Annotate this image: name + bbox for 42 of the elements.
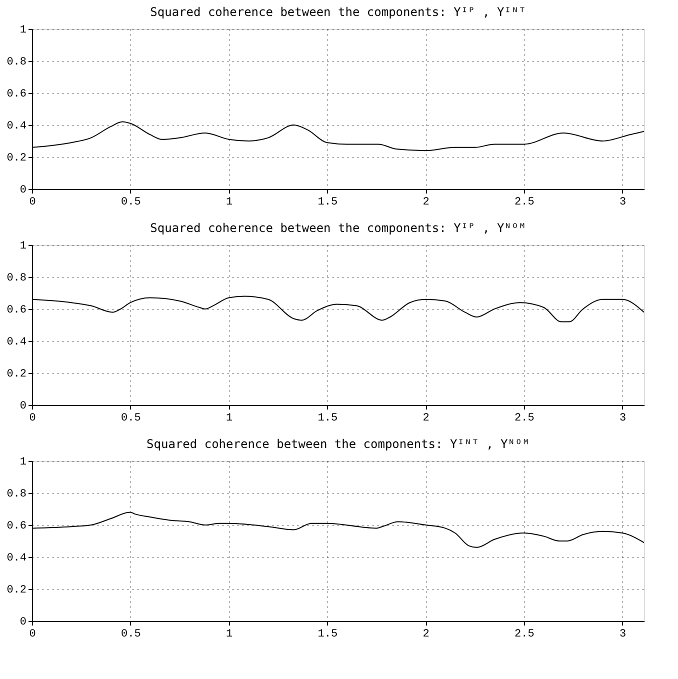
y-tick-label: 1 [20,240,27,252]
x-tick-label: 1.5 [318,628,338,640]
y-tick-label: 0.6 [6,520,26,532]
x-tick-label: 1 [226,412,233,424]
x-tick-label: 1 [226,196,233,208]
x-tick-label: 1 [226,628,233,640]
y-tick-label: 0.4 [6,120,27,132]
y-tick-label: 0.8 [6,488,26,500]
y-tick-label: 0.4 [6,336,27,348]
x-tick-label: 2.5 [514,412,534,424]
y-tick-label: 0.2 [6,152,26,164]
x-tick-label: 2 [422,628,430,640]
x-tick-label: 0 [29,196,36,208]
x-tick-label: 0 [29,412,36,424]
x-tick-label: 3 [620,196,626,208]
x-tick-label: 0 [29,628,36,640]
chart-title: Squared coherence between the components: Yᴵᴾ , Yᴺᴼᴹ [150,221,526,235]
x-tick-label: 3 [620,412,626,424]
y-tick-label: 0.6 [6,88,26,100]
y-tick-label: 0.8 [6,56,26,68]
chart-title: Squared coherence between the components: Yᴵᴾ , Yᴵᴺᵀ [150,5,526,19]
x-tick-label: 3 [620,628,626,640]
x-tick-label: 0.5 [120,628,141,640]
y-tick-label: 1 [20,456,27,468]
y-tick-label: 1 [20,24,27,36]
x-tick-label: 2.5 [514,628,534,640]
y-tick-label: 0.2 [6,368,26,380]
y-tick-label: 0 [20,184,26,196]
y-tick-label: 0.6 [6,304,26,316]
y-tick-label: 0.2 [6,584,26,596]
chart-title: Squared coherence between the components: Yᴵᴺᵀ , Yᴺᴼᴹ [146,437,530,451]
x-tick-label: 2.5 [514,196,534,208]
x-tick-label: 1.5 [318,412,338,424]
x-tick-label: 0.5 [120,196,141,208]
y-tick-label: 0 [20,400,26,412]
x-tick-label: 1.5 [318,196,338,208]
x-tick-label: 2 [422,196,430,208]
x-tick-label: 0.5 [120,412,141,424]
y-tick-label: 0.4 [6,552,27,564]
y-tick-label: 0.8 [6,272,26,284]
y-tick-label: 0 [20,616,26,628]
x-tick-label: 2 [422,412,430,424]
